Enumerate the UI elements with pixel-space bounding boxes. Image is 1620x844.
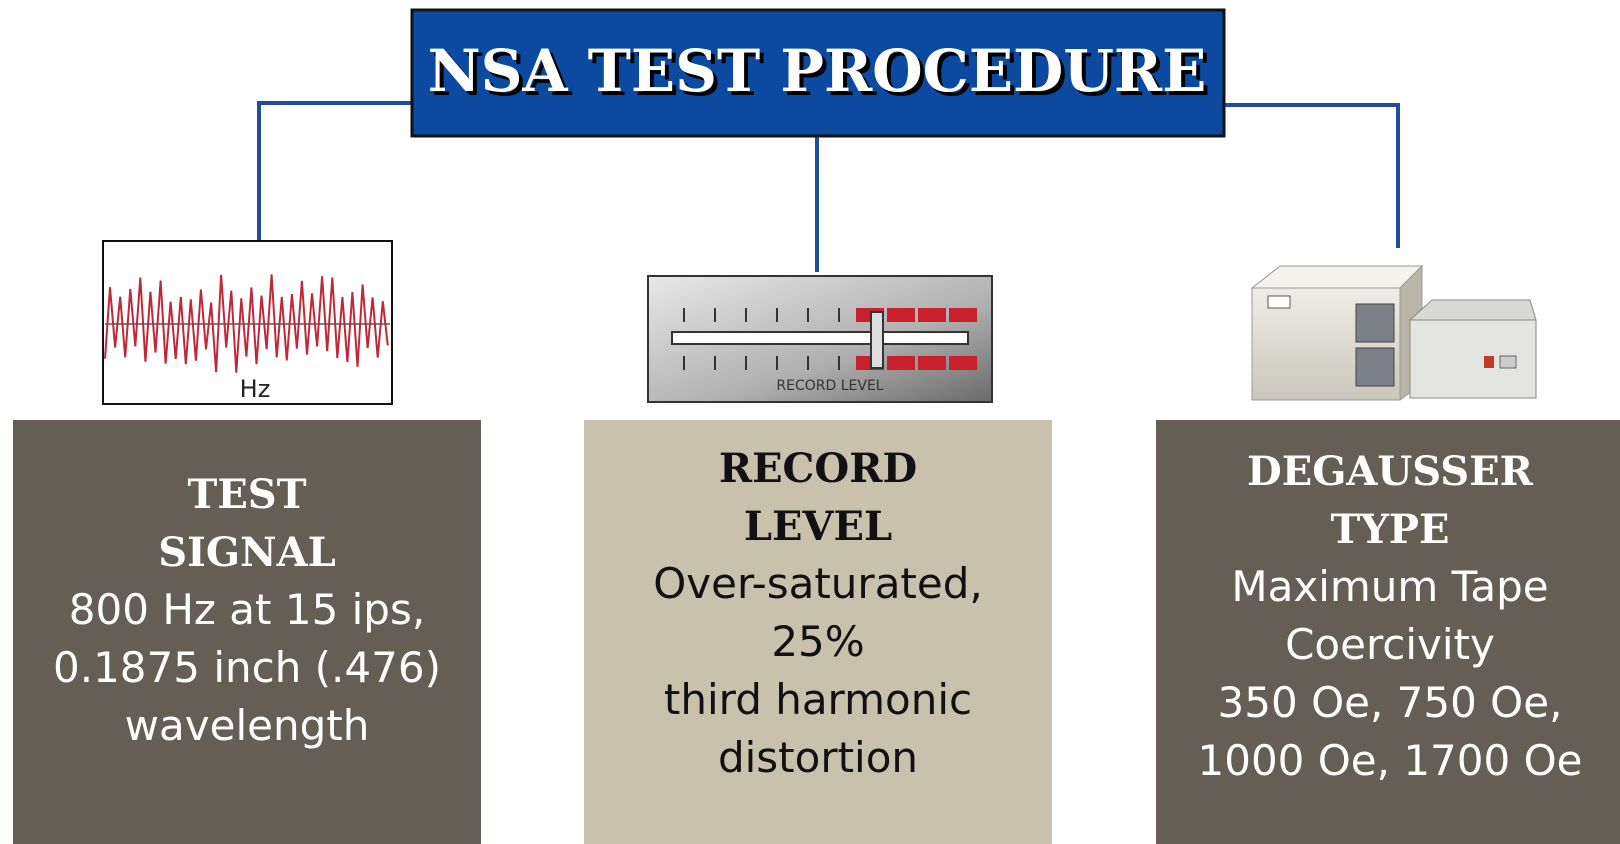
panel-body: 25%	[771, 617, 864, 666]
unit-top	[1410, 300, 1536, 320]
panel-body: 0.1875 inch (.476)	[53, 643, 441, 692]
panel-body: Coercivity	[1285, 620, 1495, 669]
level-tick-red	[887, 356, 915, 370]
panel-body: Maximum Tape	[1231, 562, 1548, 611]
vent-2	[1356, 348, 1394, 386]
connector-left	[259, 103, 412, 240]
unit-front	[1410, 320, 1536, 398]
panel-body: 350 Oe, 750 Oe,	[1218, 678, 1563, 727]
panel-body: third harmonic	[664, 675, 972, 724]
level-tick-red	[887, 308, 915, 322]
unit-button	[1484, 356, 1494, 368]
panel-body: 800 Hz at 15 ips,	[69, 585, 425, 634]
panel-body: Over-saturated,	[653, 559, 983, 608]
panel-heading: TEST	[188, 471, 307, 518]
level-tick-red	[918, 308, 946, 322]
record-level-label: RECORD LEVEL	[776, 378, 883, 394]
panel-body: wavelength	[125, 701, 370, 750]
panel-body: distortion	[718, 733, 918, 782]
connector-right	[1224, 105, 1398, 248]
panel-heading: RECORD	[719, 445, 917, 492]
cabinet-badge	[1268, 296, 1290, 308]
level-tick-red	[949, 308, 977, 322]
diagram: NSA TEST PROCEDURE NSA TEST PROCEDURE Hz…	[0, 0, 1620, 844]
panel-heading: TYPE	[1331, 506, 1450, 553]
slider-knob	[871, 312, 883, 368]
title: NSA TEST PROCEDURE	[428, 37, 1207, 105]
level-tick-red	[949, 356, 977, 370]
page: {"title":"NSA TEST PROCEDURE", "panels":…	[0, 0, 1620, 844]
level-tick-red	[918, 356, 946, 370]
panel-heading: SIGNAL	[158, 529, 335, 576]
vent-1	[1356, 304, 1394, 342]
degausser-icon	[1252, 266, 1536, 400]
unit-switch	[1500, 356, 1516, 368]
slider-track	[672, 332, 968, 344]
panel-heading: DEGAUSSER	[1247, 448, 1534, 495]
cabinet-top	[1252, 266, 1422, 288]
waveform-label: Hz	[240, 375, 271, 403]
panel-heading: LEVEL	[744, 503, 892, 550]
panel-body: 1000 Oe, 1700 Oe	[1198, 736, 1583, 785]
